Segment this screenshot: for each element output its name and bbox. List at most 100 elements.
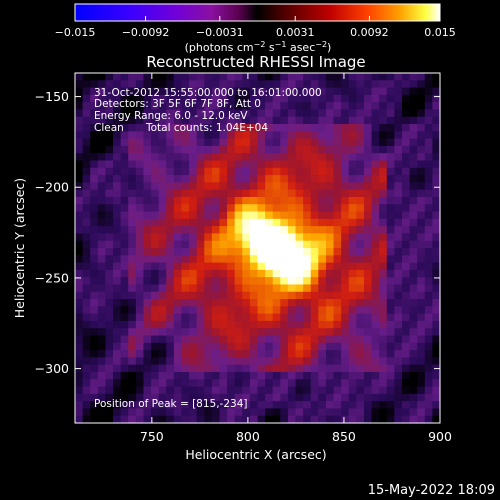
heatmap-cell (417, 240, 426, 249)
heatmap-cell (257, 393, 266, 402)
heatmap-cell (234, 269, 243, 278)
heatmap-cell (219, 299, 228, 307)
heatmap-cell (219, 277, 228, 286)
heatmap-cell (75, 401, 84, 410)
heatmap-cell (128, 277, 137, 286)
heatmap-cell (242, 218, 251, 227)
heatmap-cell (120, 335, 129, 344)
heatmap-cell (90, 248, 99, 256)
heatmap-cell (386, 386, 395, 395)
heatmap-cell (272, 153, 281, 162)
heatmap-cell (181, 335, 190, 344)
heatmap-cell (409, 371, 418, 380)
heatmap-cell (82, 218, 91, 227)
heatmap-cell (401, 175, 411, 183)
heatmap-cell (90, 291, 99, 300)
heatmap-cell (272, 408, 281, 417)
heatmap-cell (401, 313, 411, 322)
heatmap-cell (173, 138, 183, 147)
heatmap-cell (135, 211, 145, 220)
heatmap-cell (173, 415, 183, 424)
heatmap-cell (219, 102, 228, 111)
heatmap-cell (75, 102, 84, 111)
heatmap-cell (432, 248, 441, 256)
heatmap-cell (295, 320, 304, 329)
heatmap-cell (204, 124, 213, 132)
heatmap-cell (265, 204, 274, 213)
heatmap-cell (257, 196, 266, 205)
heatmap-cell (318, 87, 327, 96)
heatmap-cell (234, 357, 243, 366)
heatmap-cell (113, 102, 122, 111)
heatmap-cell (143, 306, 152, 315)
heatmap-cell (227, 233, 236, 242)
heatmap-cell (113, 226, 122, 235)
heatmap-cell (371, 211, 380, 220)
heatmap-cell (363, 94, 373, 103)
heatmap-cell (280, 145, 289, 154)
heatmap-cell (234, 226, 243, 235)
heatmap-cell (348, 342, 357, 351)
heatmap-cell (128, 401, 137, 410)
heatmap-cell (120, 408, 129, 417)
heatmap-cell (97, 226, 107, 235)
heatmap-cell (272, 371, 281, 380)
heatmap-cell (143, 415, 152, 424)
heatmap-cell (432, 408, 441, 417)
heatmap-cell (90, 160, 99, 169)
heatmap-cell (158, 262, 167, 271)
heatmap-cell (417, 145, 426, 154)
heatmap-cell (341, 335, 350, 344)
heatmap-cell (97, 284, 107, 293)
heatmap-cell (280, 306, 289, 315)
heatmap-cell (249, 299, 259, 307)
heatmap-cell (386, 371, 395, 380)
heatmap-cell (417, 80, 426, 89)
heatmap-cell (181, 350, 190, 358)
heatmap-cell (105, 299, 114, 307)
heatmap-cell (280, 240, 289, 249)
heatmap-cell (394, 175, 403, 183)
heatmap-cell (227, 145, 236, 154)
heatmap-cell (394, 196, 403, 205)
heatmap-cell (303, 350, 312, 358)
heatmap-cell (196, 328, 205, 337)
heatmap-cell (234, 94, 243, 103)
heatmap-cell (128, 320, 137, 329)
heatmap-cell (401, 204, 411, 213)
heatmap-cell (371, 204, 380, 213)
heatmap-cell (196, 350, 205, 358)
heatmap-cell (189, 291, 198, 300)
heatmap-cell (143, 189, 152, 198)
heatmap-cell (417, 94, 426, 103)
heatmap-cell (120, 320, 129, 329)
heatmap-cell (181, 313, 190, 322)
heatmap-cell (90, 350, 99, 358)
heatmap-cell (151, 80, 160, 89)
heatmap-cell (219, 189, 228, 198)
heatmap-cell (173, 109, 183, 118)
heatmap-cell (341, 160, 350, 169)
heatmap-cell (173, 255, 183, 264)
heatmap-cell (113, 175, 122, 183)
heatmap-cell (166, 153, 175, 162)
heatmap-cell (120, 145, 129, 154)
heatmap-cell (363, 284, 373, 293)
heatmap-cell (97, 408, 107, 417)
heatmap-cell (90, 371, 99, 380)
heatmap-cell (409, 80, 418, 89)
heatmap-cell (82, 116, 91, 125)
heatmap-cell (424, 73, 433, 81)
heatmap-cell (181, 145, 190, 154)
heatmap-cell (371, 131, 380, 140)
heatmap-cell (249, 160, 259, 169)
heatmap-cell (196, 226, 205, 235)
heatmap-cell (158, 189, 167, 198)
heatmap-cell (158, 226, 167, 235)
heatmap-cell (394, 291, 403, 300)
heatmap-cell (120, 189, 129, 198)
heatmap-cell (257, 248, 266, 256)
heatmap-cell (219, 226, 228, 235)
heatmap-cell (265, 277, 274, 286)
heatmap-cell (356, 313, 365, 322)
